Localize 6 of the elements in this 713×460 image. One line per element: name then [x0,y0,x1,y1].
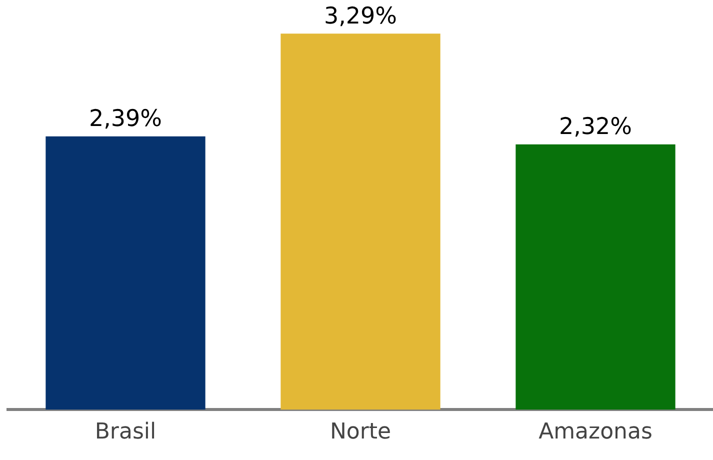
x-tick-label: Brasil [94,420,156,445]
data-label: 2,32% [558,114,632,140]
data-label: 2,39% [88,106,162,132]
x-tick-label: Amazonas [538,420,652,445]
data-label: 3,29% [324,3,398,30]
x-tick-label: Norte [330,420,392,445]
